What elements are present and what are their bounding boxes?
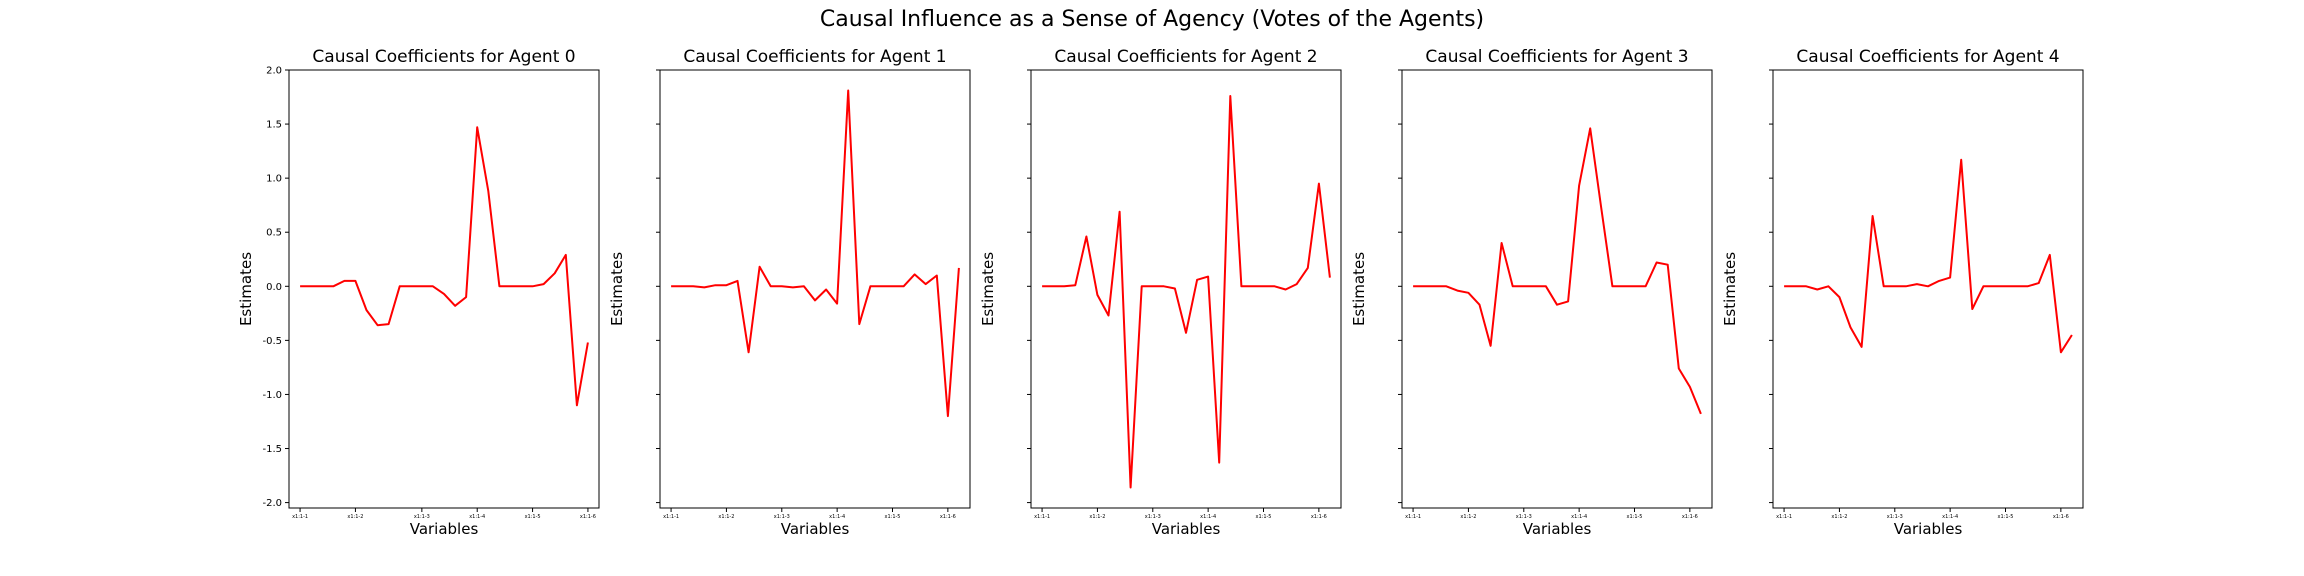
x-tick-label: x1:1-3 [1145,514,1161,520]
x-tick-label: x1:1-2 [1460,514,1476,520]
y-tick-label: -2.0 [262,498,282,509]
y-tick-label: 1.0 [266,174,282,185]
x-tick-label: x1:1-5 [1627,514,1643,520]
series-line [300,126,589,407]
x-tick-label: x1:1-5 [885,514,901,520]
x-tick-label: x1:1-4 [1942,514,1958,520]
subplot-agent-1: x1:1-1 x1:1-2 x1:1-3 x1:1-4 x1:1-5 x1:1-6 Caus… [608,47,971,538]
x-axis-label: Variables [1894,520,1963,538]
axes-frame [659,69,971,509]
x-tick-label: x1:1-4 [1571,514,1587,520]
x-tick-label: x1:1-3 [414,514,430,520]
y-axis-label: Estimates [979,252,997,326]
x-tick-label: x1:1-1 [1034,514,1050,520]
x-tick-label: x1:1-6 [1311,514,1327,520]
x-tick-label: x1:1-3 [774,514,790,520]
x-tick-label: x1:1-6 [1682,514,1698,520]
x-tick-label: x1:1-6 [2053,514,2069,520]
axes-frame [288,69,600,509]
x-tick-label: x1:1-2 [718,514,734,520]
x-tick-label: x1:1-4 [1200,514,1216,520]
y-tick-label: 2.0 [266,66,282,77]
subplot-title: Causal Coefficients for Agent 0 [312,47,575,67]
y-tick-label: -1.5 [262,444,282,455]
subplot-title: Causal Coefficients for Agent 2 [1054,47,1317,67]
x-tick-label: x1:1-1 [1776,514,1792,520]
x-tick-label: x1:1-3 [1516,514,1532,520]
x-tick-label: x1:1-6 [940,514,956,520]
x-tick-label: x1:1-1 [292,514,308,520]
y-axis-label: Estimates [237,252,255,326]
y-axis-label: Estimates [608,252,626,326]
x-tick-label: x1:1-5 [1998,514,2014,520]
subplot-agent-2: x1:1-1 x1:1-2 x1:1-3 x1:1-4 x1:1-5 x1:1-6 Caus… [979,47,1342,538]
subplot-title: Causal Coefficients for Agent 3 [1425,47,1688,67]
x-tick-label: x1:1-6 [580,514,596,520]
axes-frame [1401,69,1713,509]
series-line [1042,95,1331,489]
x-tick-label: x1:1-5 [525,514,541,520]
subplot-agent-3: x1:1-1 x1:1-2 x1:1-3 x1:1-4 x1:1-5 x1:1-6 Caus… [1350,47,1713,538]
axes-frame [1030,69,1342,509]
x-axis-label: Variables [1152,520,1221,538]
series-line [1784,158,2073,354]
y-tick-label: -1.0 [262,390,282,401]
x-tick-label: x1:1-3 [1887,514,1903,520]
series-line [671,89,960,418]
x-tick-label: x1:1-5 [1256,514,1272,520]
y-axis-label: Estimates [1721,252,1739,326]
x-axis-label: Variables [1523,520,1592,538]
subplot-agent-4: x1:1-1 x1:1-2 x1:1-3 x1:1-4 x1:1-5 x1:1-6 Caus… [1721,47,2084,538]
x-tick-label: x1:1-1 [1405,514,1421,520]
subplot-title: Causal Coefficients for Agent 4 [1796,47,2059,67]
x-tick-label: x1:1-2 [347,514,363,520]
x-tick-label: x1:1-1 [663,514,679,520]
axes-frame [1772,69,2084,509]
y-axis-label: Estimates [1350,252,1368,326]
figure-suptitle: Causal Influence as a Sense of Agency (V… [819,7,1485,32]
y-tick-label: 1.5 [266,120,282,131]
x-axis-label: Variables [410,520,479,538]
x-tick-label: x1:1-2 [1831,514,1847,520]
series-line [1413,127,1702,415]
x-tick-label: x1:1-2 [1089,514,1105,520]
y-tick-label: 0.0 [266,282,282,293]
subplot-agent-0: -2.0 -1.5 -1.0 -0.5 0.0 0.5 1.0 1.5 2.0 x1:1-1 x1:… [237,47,600,538]
y-tick-label: -0.5 [262,336,282,347]
x-axis-label: Variables [781,520,850,538]
y-tick-label: 0.5 [266,228,282,239]
x-tick-label: x1:1-4 [829,514,845,520]
subplot-title: Causal Coefficients for Agent 1 [683,47,946,67]
x-tick-label: x1:1-4 [469,514,485,520]
